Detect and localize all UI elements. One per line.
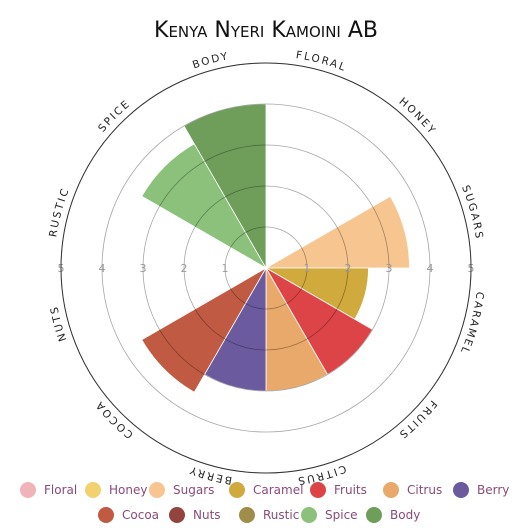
legend-label: Rustic (263, 508, 299, 522)
legend-swatch (98, 507, 114, 523)
legend-item[interactable]: Citrus (383, 482, 442, 498)
r-tick-label: 3 (140, 262, 147, 275)
legend-item[interactable]: Berry (453, 482, 509, 498)
legend-swatch (310, 482, 326, 498)
legend-label: Honey (109, 483, 147, 497)
category-label-text: Nuts (48, 304, 67, 343)
category-label-text: Body (191, 50, 228, 71)
legend-item[interactable]: Sugars (149, 482, 214, 498)
grid-circle (224, 226, 308, 310)
r-tick-label: 2 (181, 262, 188, 275)
legend-swatch (149, 482, 165, 498)
legend-item[interactable]: Honey (85, 482, 147, 498)
legend-label: Fruits (334, 483, 367, 497)
legend-item[interactable]: Cocoa (98, 507, 159, 523)
legend-item[interactable]: Body (366, 507, 420, 523)
legend-swatch (383, 482, 399, 498)
legend-label: Caramel (253, 483, 303, 497)
grid-circle (183, 185, 349, 351)
category-label-text: Honey (397, 95, 437, 137)
grid-circle (142, 144, 390, 392)
legend-item[interactable]: Spice (301, 507, 358, 523)
legend-label: Nuts (193, 508, 221, 522)
wedge (141, 266, 268, 393)
legend-label: Sugars (173, 483, 214, 497)
chart-title: Kenya Nyeri Kamoini AB (154, 18, 378, 43)
category-label-text: Spice (96, 97, 131, 134)
r-tick-label: 1 (222, 262, 229, 275)
wedge (264, 195, 410, 269)
r-tick-label: 4 (99, 262, 106, 275)
category-label: Spice (96, 97, 133, 134)
legend-swatch (239, 507, 255, 523)
category-label-text: Fruits (395, 398, 437, 442)
legend-swatch (301, 507, 317, 523)
r-tick-label: 4 (427, 262, 434, 275)
category-label: Cocoa (93, 398, 136, 441)
legend-label: Berry (477, 483, 509, 497)
category-label: Body (191, 50, 230, 71)
legend-swatch (229, 482, 245, 498)
legend-label: Cocoa (122, 508, 159, 522)
category-label: Fruits (395, 398, 439, 442)
legend-label: Citrus (407, 483, 442, 497)
category-label-text: Cocoa (93, 398, 134, 441)
legend-swatch (20, 482, 36, 498)
r-tick-label: 1 (304, 262, 311, 275)
category-label: Nuts (48, 304, 69, 343)
r-tick-label: 2 (345, 262, 352, 275)
r-tick-label: 3 (386, 262, 393, 275)
legend-label: Floral (44, 483, 77, 497)
legend-item[interactable]: Caramel (229, 482, 303, 498)
category-label: Honey (397, 95, 439, 137)
category-label-text: Caramel (457, 291, 483, 357)
legend-label: Spice (325, 508, 358, 522)
legend-swatch (366, 507, 382, 523)
legend-item[interactable]: Rustic (239, 507, 299, 523)
wedge (183, 103, 267, 270)
legend-swatch (85, 482, 101, 498)
legend-label: Body (390, 508, 420, 522)
legend-item[interactable]: Nuts (169, 507, 221, 523)
legend-swatch (453, 482, 469, 498)
legend-swatch (169, 507, 185, 523)
legend-item[interactable]: Fruits (310, 482, 367, 498)
legend-item[interactable]: Floral (20, 482, 77, 498)
grid-circle (101, 103, 431, 433)
outer-circle (60, 62, 472, 474)
category-label: Caramel (457, 291, 485, 357)
